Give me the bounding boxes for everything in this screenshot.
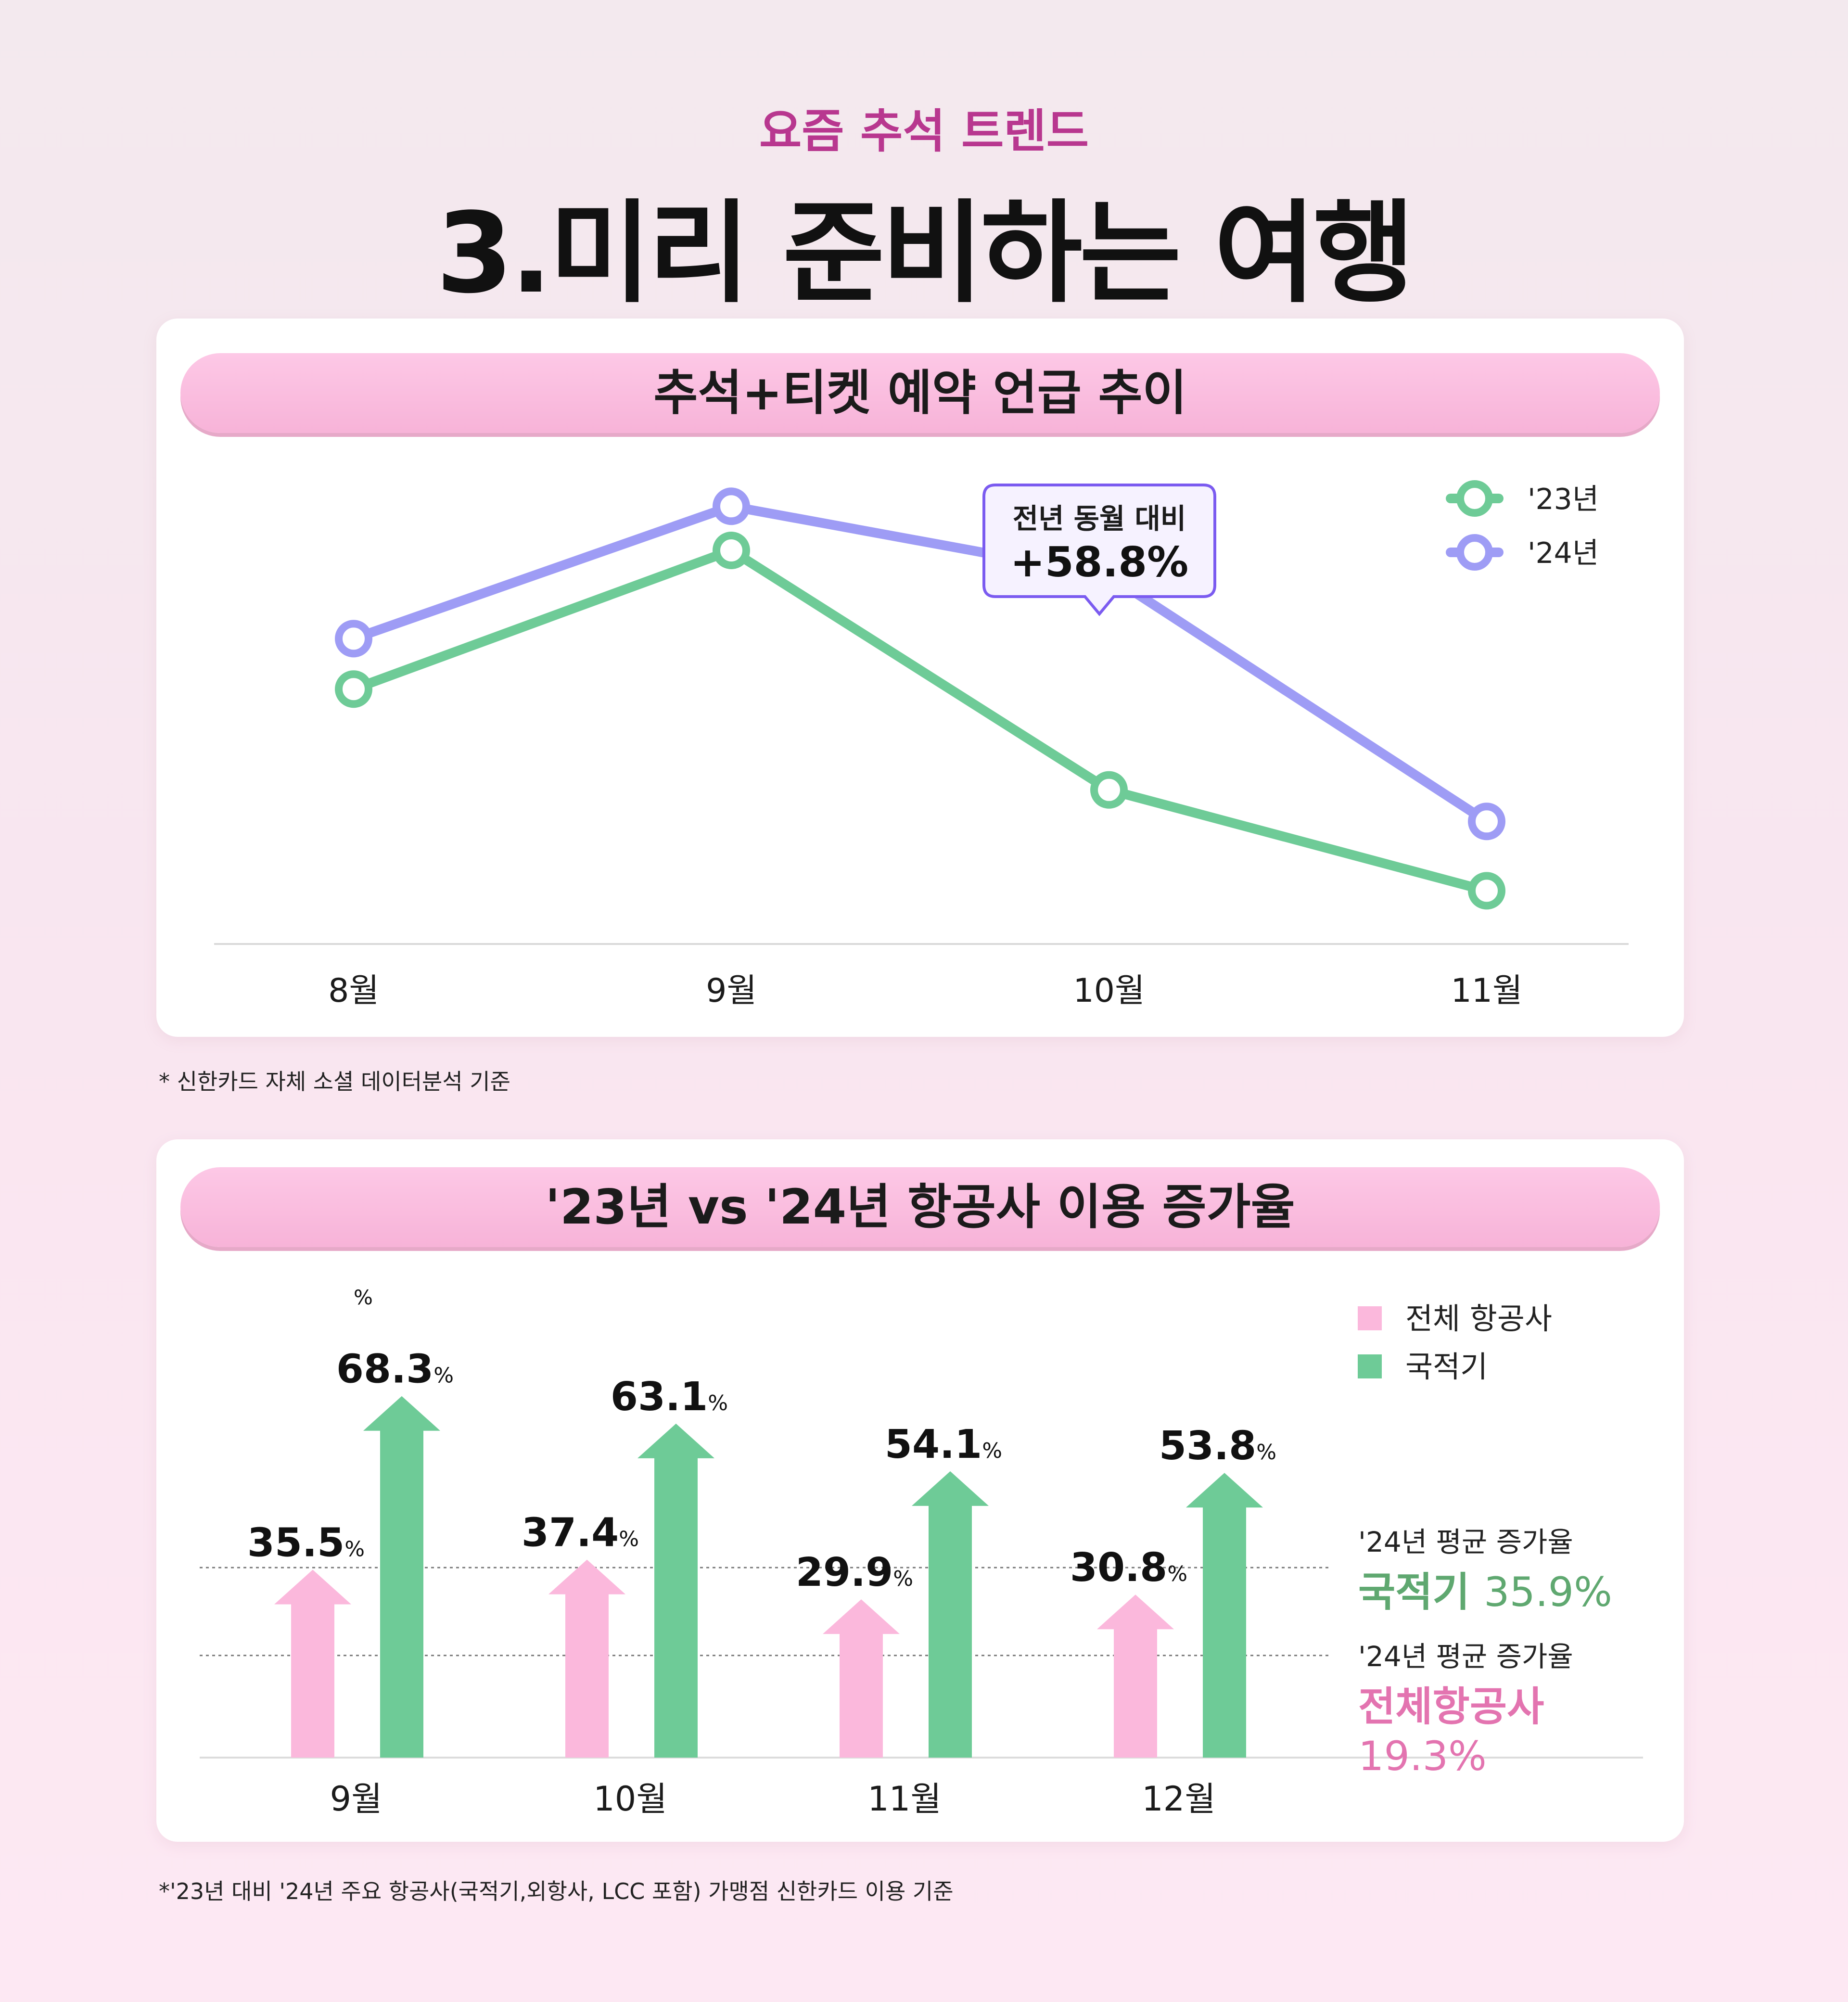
data-label: 35.5% xyxy=(247,1520,365,1566)
data-point xyxy=(1468,872,1505,910)
bar-arrow-national xyxy=(912,1471,989,1758)
average-name: 국적기 xyxy=(1358,1568,1470,1616)
data-label: 29.9% xyxy=(796,1550,913,1595)
average-value: 19.3% xyxy=(1358,1733,1487,1780)
bar-chart-title: '23년 vs '24년 항공사 이용 증가율 xyxy=(180,1167,1660,1247)
x-tick-label: 9월 xyxy=(706,972,757,1010)
average-label: '24년 평균 증가율 xyxy=(1358,1526,1573,1558)
average-block-all: '24년 평균 증가율 전체항공사 19.3% xyxy=(1358,1634,1684,1780)
x-tick-label: 11월 xyxy=(867,1779,941,1819)
series-line-1 xyxy=(349,501,1491,827)
data-label: 68.3% xyxy=(336,1347,454,1392)
bar-arrow-national xyxy=(1186,1473,1263,1758)
legend-label: '24년 xyxy=(1528,536,1599,570)
legend-label: 국적기 xyxy=(1405,1349,1488,1384)
bar-arrow-national xyxy=(637,1423,714,1758)
line-chart-card: 추석+티켓 예약 언급 추이 8월 9월 10월 11월 '23년 '24년 전년 동월 대… xyxy=(156,319,1684,1037)
legend-swatch xyxy=(1358,1306,1382,1330)
x-tick-label: 10월 xyxy=(593,1779,667,1819)
data-point xyxy=(713,487,750,525)
stray-unit-label: % xyxy=(354,1286,373,1309)
data-label-unit: % xyxy=(344,1537,365,1562)
bar-chart-footnote: *'23년 대비 '24년 주요 항공사(국적기,외항사, LCC 포함) 가맹… xyxy=(159,1878,954,1904)
page-subtitle: 요즘 추석 트렌드 xyxy=(759,104,1089,158)
data-point xyxy=(335,670,372,708)
callout-label: 전년 동월 대비 xyxy=(1013,502,1186,535)
data-label-unit: % xyxy=(982,1439,1002,1463)
data-label-unit: % xyxy=(433,1364,454,1388)
callout-value: +58.8% xyxy=(1010,538,1188,587)
x-tick-label: 9월 xyxy=(330,1779,382,1819)
legend-label: 전체 항공사 xyxy=(1405,1301,1552,1336)
bar-arrow-all-airlines xyxy=(823,1599,900,1758)
data-label: 63.1% xyxy=(611,1374,728,1420)
line-chart-title: 추석+티켓 예약 언급 추이 xyxy=(180,353,1660,433)
data-point xyxy=(1090,771,1128,809)
line-chart: 8월 9월 10월 11월 '23년 '24년 전년 동월 대비+58.8% xyxy=(214,480,1629,1010)
data-label-unit: % xyxy=(708,1391,728,1415)
average-label: '24년 평균 증가율 xyxy=(1358,1640,1573,1673)
data-point xyxy=(1468,803,1505,841)
legend-swatch-marker xyxy=(1456,534,1493,571)
x-tick-label: 12월 xyxy=(1142,1779,1215,1819)
data-label-unit: % xyxy=(1167,1562,1187,1586)
average-block-national: '24년 평균 증가율 국적기 35.9% xyxy=(1358,1519,1612,1618)
bar-arrow-all-airlines xyxy=(548,1559,625,1758)
legend-swatch xyxy=(1358,1354,1382,1378)
series-line-0 xyxy=(349,546,1491,896)
data-point xyxy=(335,620,372,658)
data-point xyxy=(713,532,750,569)
average-name: 전체항공사 xyxy=(1358,1683,1544,1730)
page-title: 3.미리 준비하는 여행 xyxy=(436,190,1415,318)
bar-chart: 35.5% 68.3% 9월 37.4% 63.1% 10월 29.9% 54.1% 11월 30… xyxy=(200,1286,1643,1819)
data-label: 30.8% xyxy=(1070,1545,1187,1591)
data-label-unit: % xyxy=(1256,1440,1276,1465)
x-tick-label: 10월 xyxy=(1073,972,1145,1010)
data-label: 54.1% xyxy=(885,1422,1002,1467)
data-label-unit: % xyxy=(893,1567,913,1591)
bar-chart-card: '23년 vs '24년 항공사 이용 증가율 35.5% 68.3% 9월 37.4… xyxy=(156,1139,1684,1842)
bar-arrow-national xyxy=(363,1396,440,1758)
data-label: 37.4% xyxy=(522,1510,639,1556)
average-value: 35.9% xyxy=(1484,1568,1612,1616)
bar-arrow-all-airlines xyxy=(1097,1594,1174,1758)
legend-swatch-marker xyxy=(1456,480,1493,517)
bar-arrow-all-airlines xyxy=(274,1569,351,1758)
data-label-unit: % xyxy=(619,1527,639,1552)
legend-label: '23년 xyxy=(1528,483,1599,516)
line-chart-footnote: * 신한카드 자체 소셜 데이터분석 기준 xyxy=(159,1069,510,1095)
data-label: 53.8% xyxy=(1159,1423,1276,1469)
callout-bubble xyxy=(982,484,1216,616)
x-tick-label: 8월 xyxy=(328,972,379,1010)
x-tick-label: 11월 xyxy=(1451,972,1522,1010)
